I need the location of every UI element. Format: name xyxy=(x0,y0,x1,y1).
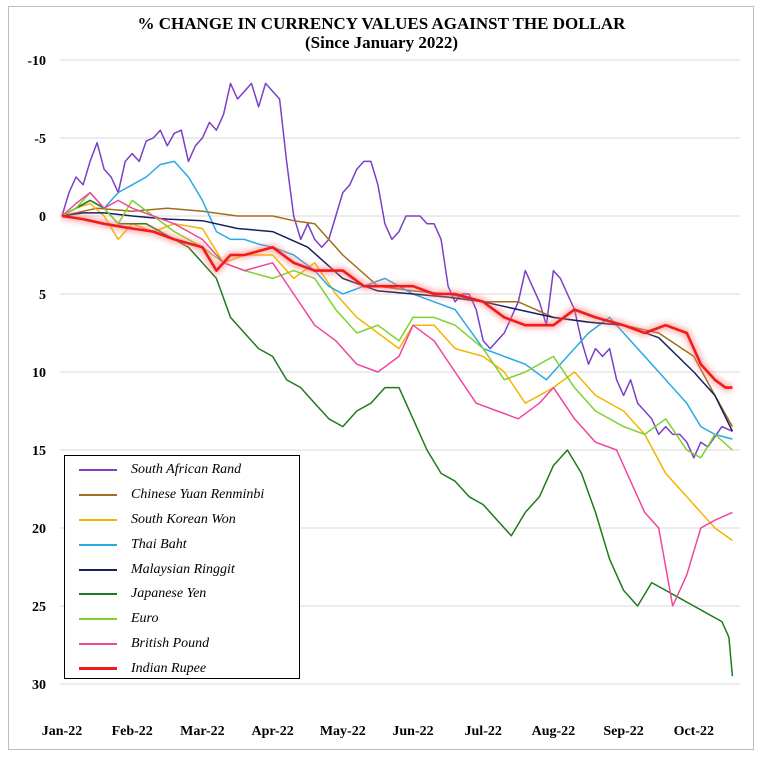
chart-subtitle: (Since January 2022) xyxy=(305,33,458,52)
legend-label: Malaysian Ringgit xyxy=(131,561,235,577)
series-glow-indian-rupee xyxy=(61,212,733,392)
x-tick-label: Jul-22 xyxy=(465,724,502,739)
legend-swatch xyxy=(79,593,117,596)
legend-label: Euro xyxy=(131,611,159,627)
legend-item: South Korean Won xyxy=(65,508,299,533)
legend-swatch xyxy=(79,469,117,472)
x-tick-label: Oct-22 xyxy=(674,724,714,739)
y-tick-label: 20 xyxy=(32,522,46,537)
series-line-euro xyxy=(61,191,733,459)
x-tick-label: Jun-22 xyxy=(392,724,433,739)
series-line-indian-rupee xyxy=(61,214,733,389)
series-line-south-african-rand xyxy=(61,82,733,459)
legend-item: Japanese Yen xyxy=(65,582,299,607)
legend-item: South African Rand xyxy=(65,458,299,483)
y-tick-label: 10 xyxy=(32,366,46,381)
y-tick-label: -10 xyxy=(27,54,46,69)
legend-item: Malaysian Ringgit xyxy=(65,557,299,582)
legend-swatch xyxy=(79,642,117,645)
legend-item: Thai Baht xyxy=(65,532,299,557)
legend-label: Chinese Yuan Renminbi xyxy=(131,487,265,503)
legend-swatch xyxy=(79,618,117,621)
y-tick-label: 25 xyxy=(32,600,46,615)
y-tick-label: 5 xyxy=(39,288,46,303)
legend-swatch xyxy=(79,568,117,571)
y-tick-label: -5 xyxy=(34,132,46,147)
legend-label: South African Rand xyxy=(131,462,242,478)
legend-item: Indian Rupee xyxy=(65,656,299,681)
y-tick-label: 15 xyxy=(32,444,46,459)
legend-swatch xyxy=(79,667,117,671)
x-tick-label: Apr-22 xyxy=(251,724,293,739)
legend-swatch xyxy=(79,518,117,521)
y-tick-label: 30 xyxy=(32,678,46,693)
series-line-malaysian-ringgit xyxy=(61,212,734,432)
chart-legend: South African Rand Chinese Yuan Renminbi S… xyxy=(64,455,300,679)
legend-label: British Pound xyxy=(131,635,210,651)
series-line-thai-baht xyxy=(61,160,733,440)
series-line-british-pound xyxy=(61,191,733,607)
x-tick-label: Aug-22 xyxy=(532,724,576,739)
x-tick-label: Jan-22 xyxy=(42,724,82,739)
x-tick-label: Sep-22 xyxy=(603,724,643,739)
y-tick-label: 0 xyxy=(39,210,46,225)
legend-item: Euro xyxy=(65,607,299,632)
chart-frame xyxy=(8,6,754,750)
x-tick-label: May-22 xyxy=(320,724,366,739)
series-line-chinese-yuan-renminbi xyxy=(61,207,734,427)
x-tick-label: Mar-22 xyxy=(180,724,225,739)
legend-label: Indian Rupee xyxy=(131,660,207,676)
legend-swatch xyxy=(79,494,117,497)
legend-item: Chinese Yuan Renminbi xyxy=(65,483,299,508)
legend-label: Japanese Yen xyxy=(131,586,207,602)
legend-label: South Korean Won xyxy=(131,511,236,527)
chart-title: % CHANGE IN CURRENCY VALUES AGAINST THE … xyxy=(137,14,626,33)
legend-label: Thai Baht xyxy=(131,536,187,552)
legend-swatch xyxy=(79,543,117,546)
x-tick-label: Feb-22 xyxy=(112,724,153,739)
legend-item: British Pound xyxy=(65,632,299,657)
